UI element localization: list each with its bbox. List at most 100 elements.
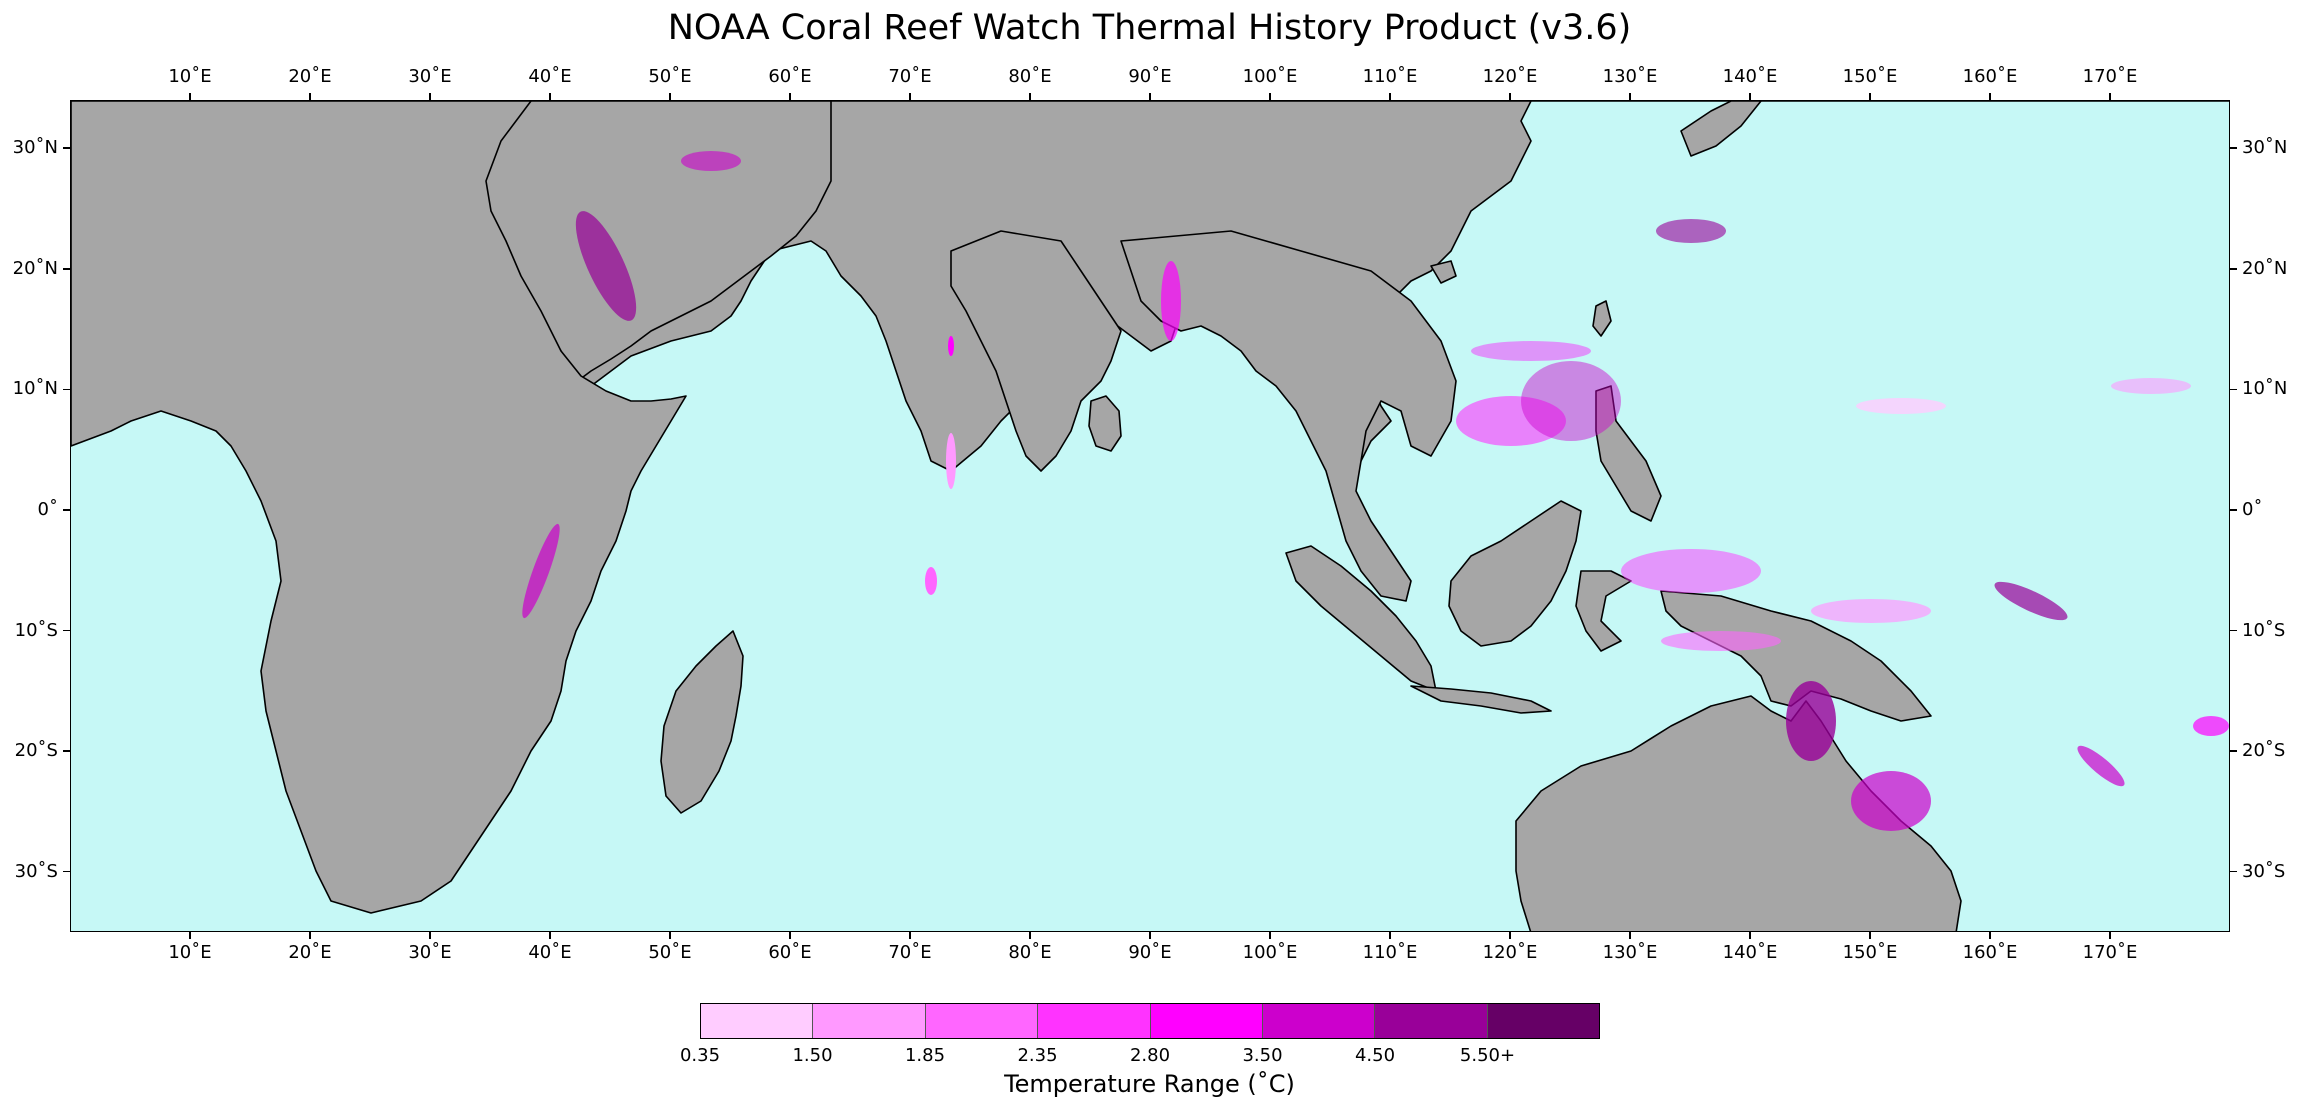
lon-tick-mark-bottom [1749, 932, 1751, 939]
colorbar-segment [1038, 1004, 1151, 1038]
lon-tick-mark-top [1269, 93, 1271, 100]
lon-tick-label-bottom: 40˚E [528, 942, 572, 963]
lon-tick-mark-bottom [1509, 932, 1511, 939]
lon-tick-label-bottom: 30˚E [408, 942, 452, 963]
lat-tick-mark-left [63, 509, 70, 511]
sumatra [1285, 545, 1437, 692]
lon-tick-mark-top [549, 93, 551, 100]
colorbar-tick-label: 2.80 [1129, 1045, 1171, 1066]
india [950, 230, 1122, 472]
lon-tick-label-top: 100˚E [1242, 66, 1298, 87]
colorbar-segment [813, 1004, 926, 1038]
colorbar-tick-label: 3.50 [1242, 1045, 1283, 1066]
lat-tick-mark-left [63, 147, 70, 149]
lon-tick-label-top: 120˚E [1482, 66, 1538, 87]
lon-tick-mark-bottom [1029, 932, 1031, 939]
lon-tick-label-top: 140˚E [1722, 66, 1778, 87]
lon-tick-mark-bottom [1989, 932, 1991, 939]
lon-tick-mark-top [189, 93, 191, 100]
lon-tick-mark-top [1989, 93, 1991, 100]
lon-tick-mark-top [1389, 93, 1391, 100]
lat-tick-label-right: 20˚N [2242, 257, 2288, 279]
lon-tick-label-bottom: 80˚E [1008, 942, 1052, 963]
lon-tick-label-bottom: 60˚E [768, 942, 812, 963]
lon-tick-label-bottom: 140˚E [1722, 942, 1778, 963]
lon-tick-mark-top [309, 93, 311, 100]
lon-tick-mark-top [669, 93, 671, 100]
lon-tick-mark-bottom [309, 932, 311, 939]
lon-tick-mark-bottom [2109, 932, 2111, 939]
colorbar-segment [701, 1004, 814, 1038]
lon-tick-label-bottom: 100˚E [1242, 942, 1298, 963]
lon-tick-label-top: 80˚E [1008, 66, 1052, 87]
lon-tick-label-top: 10˚E [168, 66, 212, 87]
lon-tick-label-top: 30˚E [408, 66, 452, 87]
lat-tick-label-left: 10˚N [12, 378, 58, 400]
lat-tick-label-right: 10˚N [2242, 378, 2288, 400]
lon-tick-mark-top [909, 93, 911, 100]
lon-tick-label-bottom: 120˚E [1482, 942, 1538, 963]
land-layer [71, 101, 2229, 931]
lon-tick-mark-bottom [1149, 932, 1151, 939]
lon-tick-label-bottom: 160˚E [1962, 942, 2018, 963]
philippines [1595, 385, 1662, 522]
taiwan [1592, 300, 1612, 337]
lon-tick-mark-bottom [549, 932, 551, 939]
indochina [1120, 230, 1457, 602]
lon-tick-label-bottom: 20˚E [288, 942, 332, 963]
lon-tick-mark-top [789, 93, 791, 100]
lat-tick-label-left: 0˚ [37, 498, 58, 520]
lat-tick-mark-left [63, 268, 70, 270]
lat-tick-mark-left [63, 388, 70, 391]
lat-tick-mark-right [2230, 870, 2237, 873]
lat-tick-label-left: 10˚S [14, 619, 58, 641]
colorbar-segment [1375, 1004, 1488, 1038]
colorbar-segment [1150, 1004, 1263, 1038]
lon-tick-mark-bottom [789, 932, 791, 939]
lon-tick-label-top: 40˚E [528, 66, 572, 87]
map-panel [70, 100, 2230, 932]
colorbar-tick-label: 2.35 [1017, 1045, 1058, 1066]
lon-tick-mark-top [1509, 93, 1511, 100]
lon-tick-label-top: 70˚E [888, 66, 932, 87]
lat-tick-mark-left [63, 870, 70, 873]
lat-tick-label-right: 30˚S [2242, 860, 2286, 882]
lon-tick-label-bottom: 10˚E [168, 942, 212, 963]
lon-tick-label-top: 50˚E [648, 66, 692, 87]
colorbar-tick-label: 1.50 [792, 1045, 833, 1066]
lon-tick-mark-bottom [429, 932, 431, 939]
lat-tick-mark-right [2230, 147, 2237, 149]
lon-tick-mark-top [1749, 93, 1751, 100]
lon-tick-mark-top [1629, 93, 1631, 100]
lon-tick-label-bottom: 90˚E [1128, 942, 1172, 963]
lat-tick-label-right: 30˚N [2242, 137, 2288, 159]
lon-tick-label-top: 170˚E [2082, 66, 2138, 87]
lon-tick-mark-bottom [1629, 932, 1631, 939]
lat-tick-label-left: 30˚S [14, 860, 58, 882]
map-title: NOAA Coral Reef Watch Thermal History Pr… [667, 8, 1632, 48]
hainan [1430, 260, 1457, 284]
lon-tick-mark-top [2109, 93, 2111, 100]
lat-tick-label-right: 0˚ [2242, 498, 2263, 520]
reef-data-layer [522, 151, 2229, 831]
lon-tick-label-top: 150˚E [1842, 66, 1898, 87]
colorbar [700, 1003, 1600, 1039]
lon-tick-mark-bottom [1269, 932, 1271, 939]
colorbar-tick-label: 4.50 [1354, 1045, 1396, 1066]
lon-tick-mark-top [1869, 93, 1871, 100]
colorbar-segment [925, 1004, 1039, 1038]
colorbar-tick-label: 5.50+ [1459, 1045, 1516, 1066]
sri-lanka [1088, 395, 1122, 452]
lon-tick-mark-bottom [1389, 932, 1391, 939]
sulawesi [1575, 570, 1632, 652]
lon-tick-label-bottom: 110˚E [1362, 942, 1418, 963]
lon-tick-mark-bottom [1869, 932, 1871, 939]
lon-tick-mark-bottom [669, 932, 671, 939]
lat-tick-label-left: 20˚S [14, 740, 58, 762]
lat-tick-label-right: 10˚S [2242, 619, 2286, 641]
lat-tick-mark-left [63, 629, 70, 632]
japan [1680, 101, 1762, 157]
lat-tick-mark-right [2230, 629, 2237, 632]
lat-tick-mark-left [63, 750, 70, 752]
colorbar-segment [1487, 1004, 1599, 1038]
